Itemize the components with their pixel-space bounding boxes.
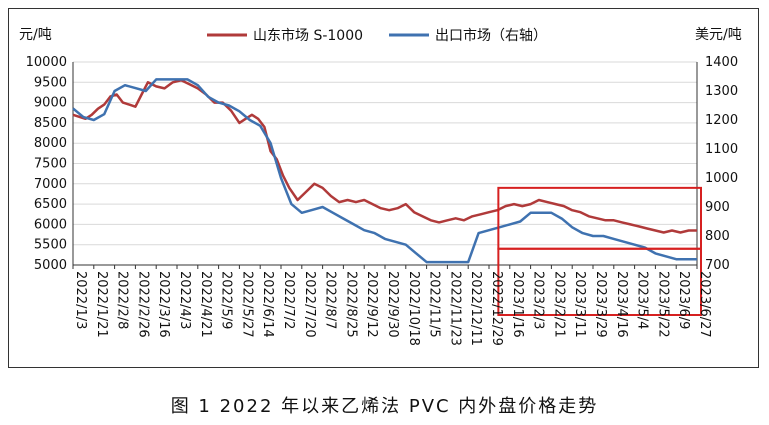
legend-label-shandong: 山东市场 S-1000 xyxy=(253,27,363,44)
chart-frame: 5000 5500 6000 6500 7000 7500 8000 8500 9000 9500… xyxy=(8,8,759,368)
y-left-tick-label: 6000 xyxy=(34,217,67,232)
x-tick-label: 2022/6/14 xyxy=(260,271,275,338)
x-tick-label: 2022/7/2 xyxy=(281,271,296,329)
series-line-0 xyxy=(72,79,697,234)
x-tick-label: 2022/1/3 xyxy=(73,271,88,329)
x-tick-label: 2022/4/3 xyxy=(177,271,192,329)
y-left-tick-label: 9500 xyxy=(34,75,67,90)
y-left-tick-label: 10000 xyxy=(26,55,67,70)
x-tick-label: 2022/2/8 xyxy=(115,271,130,329)
x-tick-label: 2022/8/25 xyxy=(343,271,358,338)
legend-label-export: 出口市场（右轴） xyxy=(435,27,547,44)
x-tick-label: 2023/6/27 xyxy=(697,271,712,338)
x-tick-label: 2022/10/18 xyxy=(406,271,421,346)
x-tick-label: 2022/4/21 xyxy=(198,271,213,338)
x-tick-label: 2023/5/22 xyxy=(655,271,670,338)
y-left-tick-label: 8500 xyxy=(34,116,67,131)
highlight-layer xyxy=(497,186,702,316)
label-layer: 5000 5500 6000 6500 7000 7500 8000 8500 9000 9500… xyxy=(26,55,738,346)
right-axis-unit: 美元/吨 xyxy=(695,27,742,43)
x-tick-label: 2022/11/23 xyxy=(447,271,462,346)
legend: 山东市场 S-1000 出口市场（右轴） xyxy=(207,27,547,44)
x-tick-label: 2023/5/4 xyxy=(635,271,650,329)
x-tick-label: 2022/2/26 xyxy=(135,271,150,338)
x-tick-label: 2023/3/29 xyxy=(593,271,608,338)
x-tick-label: 2023/2/3 xyxy=(531,271,546,329)
y-left-tick-label: 6500 xyxy=(34,197,67,212)
y-right-tick-label: 1400 xyxy=(705,55,738,70)
left-axis-unit: 元/吨 xyxy=(19,27,52,43)
y-right-tick-label: 1200 xyxy=(705,113,738,128)
y-right-tick-label: 700 xyxy=(705,258,730,273)
y-left-tick-label: 5500 xyxy=(34,238,67,253)
x-tick-label: 2022/5/27 xyxy=(239,271,254,338)
x-tick-label: 2022/5/9 xyxy=(219,271,234,329)
x-tick-label: 2023/2/21 xyxy=(551,271,566,338)
x-tick-label: 2022/8/7 xyxy=(323,271,338,329)
x-tick-label: 2022/7/20 xyxy=(302,271,317,338)
y-right-tick-label: 800 xyxy=(705,229,730,244)
y-right-tick-label: 900 xyxy=(705,200,730,215)
y-left-tick-label: 7000 xyxy=(34,177,67,192)
x-tick-label: 2022/9/30 xyxy=(385,271,400,338)
x-tick-label: 2022/12/29 xyxy=(489,271,504,346)
x-tick-label: 2022/12/11 xyxy=(468,271,483,346)
y-left-tick-label: 7500 xyxy=(34,157,67,172)
y-left-tick-label: 9000 xyxy=(34,96,67,111)
y-left-tick-label: 8000 xyxy=(34,136,67,151)
y-right-tick-label: 1000 xyxy=(705,171,738,186)
x-tick-label: 2022/1/21 xyxy=(94,271,109,338)
x-tick-label: 2022/11/5 xyxy=(427,271,442,338)
x-tick-label: 2023/6/9 xyxy=(676,271,691,329)
highlight-box-lower xyxy=(497,247,702,316)
x-tick-label: 2022/3/16 xyxy=(156,271,171,338)
grid-layer xyxy=(73,61,697,266)
y-left-tick-label: 5000 xyxy=(34,258,67,273)
y-right-tick-label: 1100 xyxy=(705,142,738,157)
y-right-tick-label: 1300 xyxy=(705,84,738,99)
chart-svg: 5000 5500 6000 6500 7000 7500 8000 8500 9000 9500… xyxy=(19,27,742,346)
x-tick-label: 2022/9/12 xyxy=(364,271,379,338)
x-tick-label: 2023/3/11 xyxy=(572,271,587,338)
series-line-1 xyxy=(72,78,697,264)
x-tick-label: 2023/1/16 xyxy=(510,271,525,338)
figure-caption: 图 1 2022 年以来乙烯法 PVC 内外盘价格走势 xyxy=(170,396,599,417)
x-tick-label: 2023/4/16 xyxy=(614,271,629,338)
series-layer xyxy=(72,78,697,264)
